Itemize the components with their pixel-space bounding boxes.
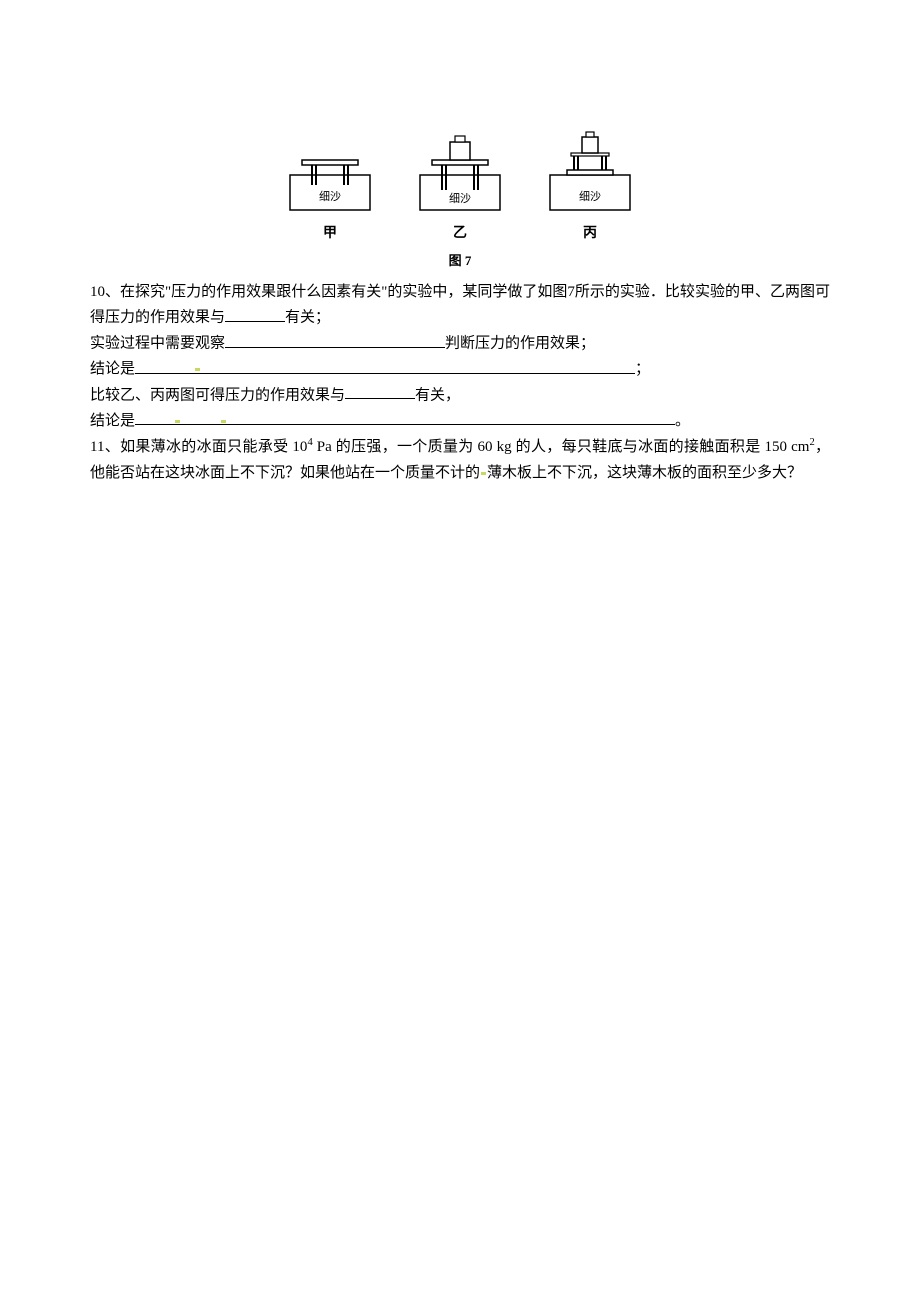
- diagram-yi-svg: 细沙: [410, 120, 510, 220]
- diagram-jia-svg: 细沙: [280, 120, 380, 220]
- q10-line5: 结论是 。: [90, 409, 830, 435]
- q10-blank-3: [135, 357, 635, 374]
- highlight-dot-icon: [175, 420, 180, 423]
- q10-l3-p1: 结论是: [90, 361, 135, 377]
- q11-number: 11、: [90, 439, 120, 455]
- q11-text: 11、如果薄冰的冰面只能承受 104 Pa 的压强，一个质量为 60 kg 的人…: [90, 434, 830, 486]
- q10-line1: 10、在探究"压力的作用效果跟什么因素有关"的实验中，某同学做了如图7所示的实验…: [90, 280, 830, 332]
- q10-blank-5: [135, 409, 675, 426]
- diagram-bing-svg: 细沙: [540, 120, 640, 220]
- q10-l5-p1: 结论是: [90, 413, 135, 429]
- q11-p4: 薄木板上不下沉，这块薄木板的面积至少多大？: [487, 465, 802, 481]
- highlight-dot-icon: [221, 420, 226, 423]
- q11-p2: Pa 的压强，一个质量为 60 kg 的人，每只鞋底与冰面的接触面积是 150 …: [313, 439, 810, 455]
- q10-l2-p1: 实验过程中需要观察: [90, 336, 225, 352]
- q10-l4-p2: 有关，: [415, 387, 460, 403]
- q10-number: 10、: [90, 284, 120, 300]
- q10-line4: 比较乙、丙两图可得压力的作用效果与 有关，: [90, 383, 830, 409]
- q10-blank-1: [225, 305, 285, 322]
- diagram-label-jia: 甲: [323, 222, 337, 246]
- sand-label-jia: 细沙: [319, 190, 341, 203]
- highlight-dot-icon: [195, 368, 200, 371]
- figure-7: 细沙 甲: [90, 120, 830, 272]
- figure-caption: 图 7: [449, 250, 472, 272]
- question-10: 10、在探究"压力的作用效果跟什么因素有关"的实验中，某同学做了如图7所示的实验…: [90, 280, 830, 435]
- q10-l3-p2: ；: [635, 361, 650, 377]
- diagram-jia: 细沙 甲: [280, 120, 380, 246]
- q10-line3: 结论是 ；: [90, 357, 830, 383]
- q10-blank-4: [345, 383, 415, 400]
- sand-label-bing: 细沙: [579, 190, 601, 203]
- q10-line2: 实验过程中需要观察 判断压力的作用效果；: [90, 331, 830, 357]
- diagram-label-yi: 乙: [453, 222, 467, 246]
- diagram-yi: 细沙 乙: [410, 120, 510, 246]
- sand-label-yi: 细沙: [449, 192, 471, 205]
- q10-l5-p2: 。: [675, 413, 690, 429]
- diagrams-row: 细沙 甲: [280, 120, 640, 246]
- q10-l4-p1: 比较乙、丙两图可得压力的作用效果与: [90, 387, 345, 403]
- figure-inner: 细沙 甲: [280, 120, 640, 272]
- diagram-label-bing: 丙: [583, 222, 597, 246]
- q11-p1: 如果薄冰的冰面只能承受 10: [120, 439, 307, 455]
- question-11: 11、如果薄冰的冰面只能承受 104 Pa 的压强，一个质量为 60 kg 的人…: [90, 434, 830, 486]
- q10-intro-2: 有关；: [285, 310, 330, 326]
- diagram-bing: 细沙 丙: [540, 120, 640, 246]
- q10-intro-1: 在探究"压力的作用效果跟什么因素有关"的实验中，某同学做了如图7所示的实验．比较…: [90, 284, 830, 326]
- highlight-dot-icon: [481, 472, 486, 475]
- q10-l2-p2: 判断压力的作用效果；: [445, 336, 595, 352]
- q10-blank-2: [225, 331, 445, 348]
